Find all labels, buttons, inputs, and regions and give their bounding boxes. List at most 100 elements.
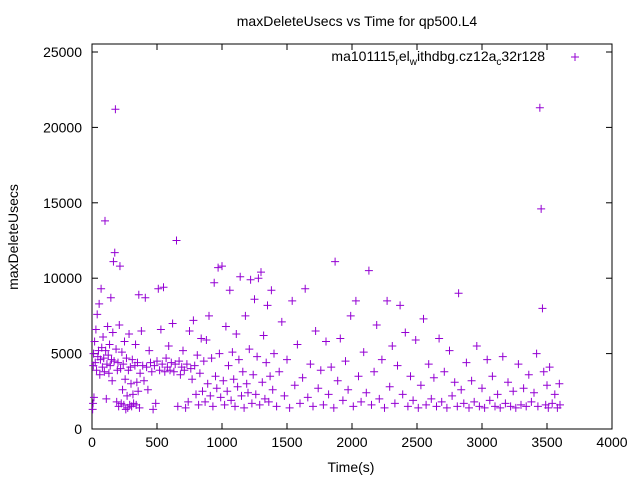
data-point — [216, 393, 225, 402]
data-point — [311, 326, 320, 335]
y-tick-label: 20000 — [43, 119, 82, 135]
data-point — [195, 369, 204, 378]
data-point — [264, 397, 273, 406]
data-point — [247, 399, 256, 408]
data-point — [125, 329, 134, 338]
data-point — [96, 355, 105, 364]
data-point — [259, 331, 268, 340]
data-point — [522, 402, 531, 411]
data-point — [155, 366, 164, 375]
data-point — [475, 402, 484, 411]
data-point — [103, 322, 112, 331]
data-point — [254, 274, 263, 283]
data-point — [250, 295, 259, 304]
data-point — [127, 379, 135, 388]
data-point — [398, 390, 407, 399]
data-point — [454, 289, 463, 298]
data-point — [128, 390, 137, 399]
data-point — [532, 349, 541, 358]
data-point — [109, 257, 118, 266]
data-point — [333, 376, 342, 385]
data-point — [338, 396, 347, 405]
data-point — [111, 105, 120, 114]
data-point — [147, 367, 156, 376]
x-tick-label: 4000 — [596, 434, 627, 450]
data-point — [120, 337, 129, 346]
data-point — [154, 284, 163, 293]
data-point — [137, 326, 146, 335]
data-point — [126, 363, 135, 372]
data-point — [246, 275, 255, 284]
data-point — [351, 296, 360, 305]
data-point — [245, 345, 254, 354]
data-point — [143, 385, 152, 394]
data-point — [241, 311, 250, 320]
data-point — [198, 387, 207, 396]
data-point — [234, 355, 243, 364]
data-point — [113, 366, 122, 375]
y-tick-label: 15000 — [43, 195, 82, 211]
data-point — [450, 378, 459, 387]
data-point — [550, 390, 559, 399]
data-point — [211, 372, 220, 381]
axis-ticks: 0 500 1000 1500 2000 2500 3000 3500 4000 0 5000 100… — [43, 44, 628, 450]
data-point — [224, 361, 233, 370]
data-point — [411, 336, 420, 345]
data-point — [459, 399, 468, 408]
data-point — [134, 387, 143, 396]
data-point — [166, 366, 174, 375]
data-point — [203, 379, 212, 388]
data-point — [189, 316, 198, 325]
data-point — [544, 403, 553, 412]
data-point — [237, 391, 246, 400]
data-point — [258, 378, 267, 387]
data-point — [556, 400, 564, 409]
data-point — [491, 402, 499, 411]
data-point — [270, 349, 278, 358]
data-point — [115, 320, 124, 329]
data-point — [117, 348, 126, 357]
data-point — [504, 378, 512, 387]
data-point — [220, 400, 229, 409]
data-point — [306, 360, 315, 369]
data-point — [367, 400, 376, 409]
data-point — [416, 381, 425, 390]
data-point — [409, 396, 418, 405]
data-point — [121, 375, 130, 384]
data-point — [91, 358, 100, 367]
data-point — [116, 364, 125, 373]
data-point — [509, 387, 518, 396]
data-point — [470, 397, 479, 406]
data-point — [538, 304, 547, 313]
data-point — [151, 399, 160, 408]
data-point — [228, 348, 237, 357]
data-point — [539, 367, 548, 376]
data-point — [359, 348, 368, 357]
data-point — [383, 296, 392, 305]
data-point — [104, 369, 113, 378]
data-point — [150, 361, 159, 370]
data-point — [263, 301, 272, 310]
data-point — [162, 354, 171, 363]
data-point — [448, 391, 457, 400]
data-point — [219, 376, 228, 385]
data-point — [349, 402, 358, 411]
data-point — [95, 299, 104, 308]
data-point — [108, 328, 117, 337]
data-point — [253, 352, 262, 361]
y-tick-label: 25000 — [43, 44, 82, 60]
data-point — [164, 342, 173, 351]
data-point — [393, 361, 402, 370]
data-point — [403, 402, 412, 411]
data-point — [533, 402, 542, 411]
x-tick-label: 500 — [145, 434, 169, 450]
data-point — [440, 367, 449, 376]
data-point — [414, 403, 423, 412]
data-point — [372, 320, 381, 329]
data-point — [406, 372, 415, 381]
data-points — [88, 103, 564, 414]
data-point — [89, 349, 98, 358]
data-point — [201, 397, 210, 406]
data-point — [153, 357, 161, 366]
data-point — [134, 290, 143, 299]
